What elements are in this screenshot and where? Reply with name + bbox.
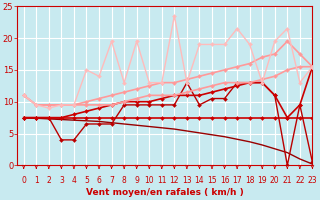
X-axis label: Vent moyen/en rafales ( km/h ): Vent moyen/en rafales ( km/h ) [86,188,244,197]
